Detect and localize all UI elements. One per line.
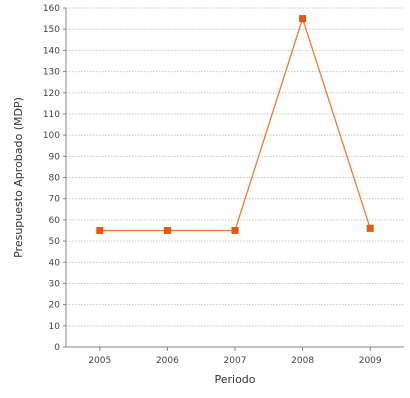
y-tick-label: 120 xyxy=(43,89,60,99)
y-tick-label: 30 xyxy=(49,279,61,289)
x-tick-labels: 2005 2006 2007 2008 2009 xyxy=(88,347,382,366)
y-tick-label: 160 xyxy=(43,4,60,14)
y-tick-label: 20 xyxy=(49,301,61,311)
x-tick-label: 2006 xyxy=(156,356,179,366)
y-tick-label: 10 xyxy=(49,322,61,332)
x-tick-label: 2008 xyxy=(291,356,314,366)
y-axis-title: Presupuesto Aprobado (MDP) xyxy=(12,97,25,258)
data-point-2007 xyxy=(231,226,239,234)
y-tick-label: 150 xyxy=(43,25,60,35)
y-tick-label: 130 xyxy=(43,68,60,78)
y-tick-label: 100 xyxy=(43,131,60,141)
data-points xyxy=(96,15,374,234)
y-tick-label: 70 xyxy=(49,195,61,205)
x-tick-label: 2005 xyxy=(88,356,111,366)
data-point-2009 xyxy=(366,224,374,232)
grid xyxy=(66,7,404,327)
y-tick-label: 0 xyxy=(54,343,60,353)
y-tick-label: 60 xyxy=(49,216,61,226)
y-tick-label: 40 xyxy=(49,258,61,268)
data-point-2006 xyxy=(163,226,171,234)
y-tick-label: 80 xyxy=(49,174,61,184)
data-point-2005 xyxy=(96,226,104,234)
x-tick-label: 2009 xyxy=(359,356,382,366)
data-point-2008 xyxy=(299,15,307,23)
y-tick-label: 50 xyxy=(49,237,61,247)
y-tick-label: 90 xyxy=(49,152,61,162)
y-tick-label: 140 xyxy=(43,46,60,56)
y-tick-label: 110 xyxy=(43,110,60,120)
y-tick-labels: 0 10 20 30 40 50 60 70 80 90 100 110 120 130 140 150 160 xyxy=(43,4,66,353)
x-axis-title: Periodo xyxy=(214,373,255,386)
x-tick-label: 2007 xyxy=(224,356,247,366)
